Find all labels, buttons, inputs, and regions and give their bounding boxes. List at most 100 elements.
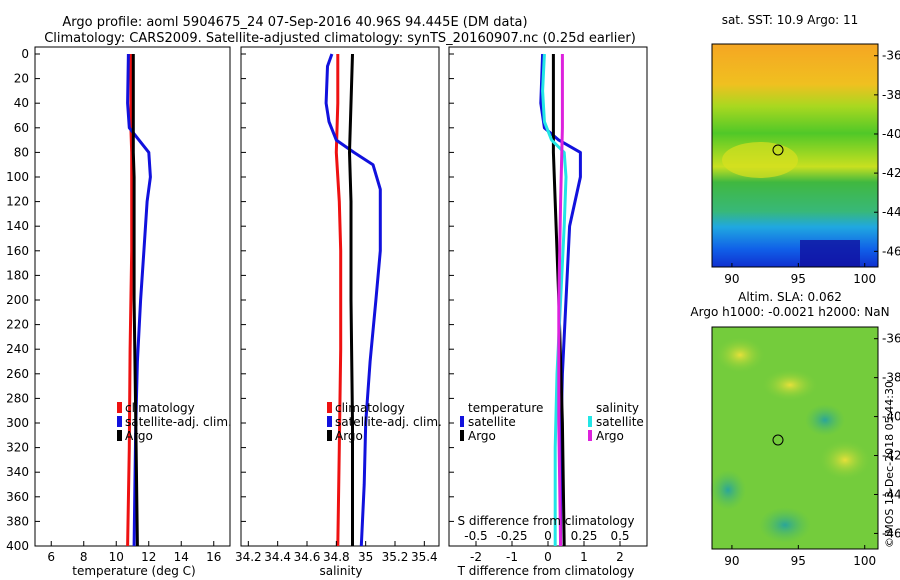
- s-tick-label: 0.25: [571, 529, 598, 543]
- legend-satellite-label: satellite-adj. clim.: [335, 415, 442, 429]
- sla-high-3: [715, 337, 765, 373]
- legend-climatology-swatch: [327, 402, 332, 413]
- legend-temperature-title: temperature: [468, 401, 543, 415]
- legend-argo-swatch: [117, 430, 122, 441]
- legend-s-satellite-swatch: [588, 416, 592, 427]
- map-lat-label: -36: [882, 49, 900, 63]
- legend-t-satellite-label: satellite: [468, 415, 516, 429]
- legend-satellite-swatch: [117, 416, 122, 427]
- series-line-argo: [348, 53, 354, 546]
- map-lat-label: -46: [882, 526, 900, 540]
- depth-tick-label: 360: [6, 490, 29, 504]
- depth-tick-label: 220: [6, 318, 29, 332]
- sla-map-title-1: Altim. SLA: 0.062: [738, 290, 842, 304]
- argo-position-marker: [772, 144, 784, 156]
- depth-tick-label: 60: [14, 121, 29, 135]
- map-lat-label: -46: [882, 244, 900, 258]
- depth-tick-label: 40: [14, 96, 29, 110]
- series-line-satellite-adj-clim-: [324, 53, 382, 547]
- map-lon-label: 95: [791, 554, 806, 568]
- sla-low-3: [759, 507, 811, 543]
- temperature-panel-frame: [34, 46, 231, 547]
- legend-s-satellite-label: satellite: [596, 415, 644, 429]
- x-tick-label: -2: [470, 550, 482, 564]
- x-tick-label: -1: [506, 550, 518, 564]
- map-lon-label: 100: [853, 272, 876, 286]
- depth-tick-label: 280: [6, 391, 29, 405]
- sst-map-axes: 90 95 100 -36 -38 -40 -42 -44 -46: [724, 49, 900, 286]
- legend-t-argo-swatch: [460, 430, 464, 441]
- temperature-legend: climatology satellite-adj. clim. Argo: [117, 401, 232, 443]
- sst-map: [711, 43, 879, 268]
- series-line-temperature-argo: [551, 54, 566, 547]
- profile-lines: [126, 53, 582, 547]
- x-tick-label: 6: [47, 550, 55, 564]
- depth-tick-label: 160: [6, 244, 29, 258]
- legend-climatology-swatch: [117, 402, 122, 413]
- x-tick-label: 35.2: [382, 550, 409, 564]
- depth-tick-label: 0: [21, 47, 29, 61]
- s-tick-label: -0.5: [464, 529, 487, 543]
- sst-cold-patch: [800, 240, 860, 267]
- map-lon-label: 90: [724, 554, 739, 568]
- x-tick-label: 12: [141, 550, 156, 564]
- x-tick-label: 8: [80, 550, 88, 564]
- map-lat-label: -44: [882, 205, 900, 219]
- title-line-2: Climatology: CARS2009. Satellite-adjuste…: [44, 31, 636, 46]
- title-line-1: Argo profile: aoml 5904675_24 07-Sep-201…: [62, 15, 527, 30]
- salinity-legend: climatology satellite-adj. clim. Argo: [327, 401, 442, 443]
- x-tick-label: 0: [544, 550, 552, 564]
- depth-tick-label: 180: [6, 268, 29, 282]
- legend-s-argo-label: Argo: [596, 429, 624, 443]
- axis-ticks: 6 8 10 12 14 16 34.2 34.4 34.6 34.8 35 35.2 35.4 -2 -1…: [35, 53, 630, 564]
- depth-tick-label: 400: [6, 539, 29, 553]
- depth-tick-label: 260: [6, 367, 29, 381]
- legend-satellite-swatch: [327, 416, 332, 427]
- legend-climatology-label: climatology: [335, 401, 405, 415]
- x-tick-label: 14: [174, 550, 189, 564]
- map-lat-label: -40: [882, 410, 900, 424]
- map-lat-label: -36: [882, 332, 900, 346]
- map-lon-label: 95: [791, 272, 806, 286]
- series-line-climatology: [334, 54, 343, 547]
- sla-low-2: [710, 470, 746, 510]
- depth-tick-label: 100: [6, 170, 29, 184]
- s-tick-label: -0.25: [496, 529, 527, 543]
- sla-high-2: [819, 440, 871, 480]
- sst-map-title: sat. SST: 10.9 Argo: 11: [722, 13, 859, 27]
- depth-tick-label: 80: [14, 145, 29, 159]
- sla-map-title-2: Argo h1000: -0.0021 h2000: NaN: [690, 305, 889, 319]
- depth-tick-label: 320: [6, 441, 29, 455]
- map-lon-label: 90: [724, 272, 739, 286]
- depth-tick-label: 340: [6, 465, 29, 479]
- legend-salinity-title: salinity: [596, 401, 639, 415]
- x-tick-label: 16: [206, 550, 221, 564]
- depth-tick-label: 300: [6, 416, 29, 430]
- map-lat-label: -44: [882, 487, 900, 501]
- depth-tick-label: 140: [6, 219, 29, 233]
- series-line-argo: [131, 54, 139, 547]
- sla-map: [710, 326, 879, 550]
- legend-satellite-label: satellite-adj. clim.: [125, 415, 232, 429]
- sla-map-axes: 90 95 100 -36 -38 -40 -42 -44 -46: [724, 332, 900, 568]
- sla-map-frame: [711, 326, 879, 550]
- map-lat-label: -42: [882, 449, 900, 463]
- legend-t-satellite-swatch: [460, 416, 464, 427]
- series-line-salinity-satellite: [541, 53, 568, 546]
- t-difference-axis-label: T difference from climatology: [457, 564, 635, 578]
- legend-argo-label: Argo: [335, 429, 363, 443]
- s-difference-axis-label: S difference from climatology: [458, 514, 635, 528]
- series-line-salinity-argo: [557, 54, 564, 547]
- map-lat-label: -40: [882, 127, 900, 141]
- s-tick-label: 0.5: [610, 529, 629, 543]
- salinity-axis-label: salinity: [319, 564, 362, 578]
- depth-tick-label: 200: [6, 293, 29, 307]
- imos-watermark: ©IMOS 13-Dec-2018 05:44:30: [883, 381, 896, 548]
- x-tick-label: 34.2: [235, 550, 262, 564]
- depth-tick-label: 120: [6, 195, 29, 209]
- legend-t-argo-label: Argo: [468, 429, 496, 443]
- difference-panel-frame: [448, 46, 648, 547]
- legend-argo-swatch: [327, 430, 332, 441]
- s-tick-label: 0: [544, 529, 552, 543]
